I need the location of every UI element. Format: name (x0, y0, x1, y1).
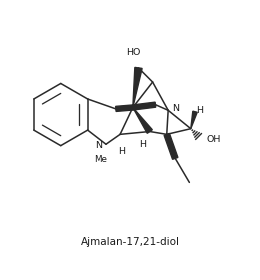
Text: Ajmalan-17,21-diol: Ajmalan-17,21-diol (81, 237, 179, 247)
Text: H: H (118, 147, 125, 156)
Text: HO: HO (126, 48, 140, 57)
Polygon shape (116, 105, 133, 111)
Text: H: H (196, 106, 203, 115)
Text: N: N (172, 104, 179, 113)
Text: H: H (139, 140, 146, 149)
Polygon shape (133, 108, 152, 133)
Text: OH: OH (206, 135, 221, 144)
Polygon shape (133, 67, 142, 108)
Text: N: N (96, 141, 103, 150)
Text: Me: Me (94, 155, 107, 164)
Polygon shape (133, 102, 156, 110)
Polygon shape (191, 111, 197, 129)
Polygon shape (164, 133, 178, 159)
